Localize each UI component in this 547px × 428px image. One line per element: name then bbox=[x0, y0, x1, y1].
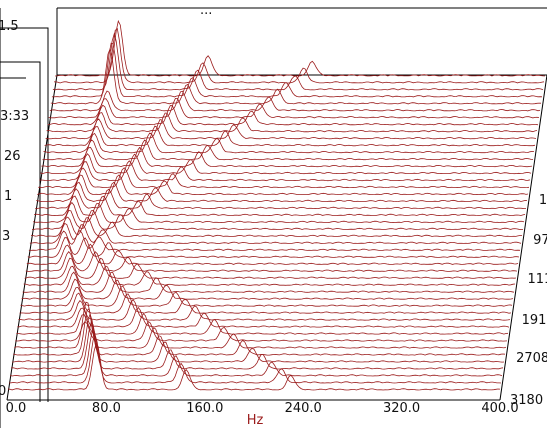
x-axis-ticks: 0.0 80.0 160.0 240.0 320.0 400.0 bbox=[6, 401, 519, 416]
trace-16 bbox=[38, 167, 530, 189]
trace-8 bbox=[46, 112, 538, 133]
trace-18 bbox=[36, 181, 528, 203]
trace-27 bbox=[26, 243, 519, 265]
trace-34 bbox=[19, 292, 512, 314]
trace-6 bbox=[48, 98, 540, 119]
left-fragment-label: 0 bbox=[0, 384, 6, 399]
trace-12 bbox=[42, 139, 534, 161]
left-fragment-label: 1 bbox=[4, 189, 12, 204]
trace-10 bbox=[44, 125, 536, 147]
left-fragment-label: 3 bbox=[2, 229, 10, 244]
trace-9 bbox=[45, 118, 537, 140]
trace-25 bbox=[28, 229, 521, 251]
background-panels bbox=[0, 27, 49, 402]
trace-24 bbox=[29, 222, 522, 244]
trace-15 bbox=[39, 160, 531, 182]
y-tick-label: 191 bbox=[522, 313, 547, 328]
trace-26 bbox=[27, 237, 520, 258]
y-tick-label: 111 bbox=[528, 272, 547, 287]
x-tick-label: 0.0 bbox=[6, 401, 27, 416]
x-tick-label: 80.0 bbox=[92, 401, 121, 416]
x-tick-label: 320.0 bbox=[383, 401, 420, 416]
trace-5 bbox=[49, 90, 541, 112]
trace-38 bbox=[15, 320, 508, 342]
x-axis-label: Hz bbox=[247, 413, 264, 428]
trace-35 bbox=[18, 299, 511, 321]
trace-11 bbox=[43, 132, 535, 154]
trace-31 bbox=[22, 271, 515, 293]
y-tick-label: 3180 bbox=[510, 393, 543, 408]
trace-37 bbox=[16, 313, 509, 335]
trace-32 bbox=[21, 278, 514, 300]
trace-14 bbox=[40, 153, 532, 175]
trace-1 bbox=[53, 27, 545, 84]
trace-2 bbox=[52, 32, 544, 91]
trace-23 bbox=[30, 216, 523, 237]
y-tick-label: 2708 bbox=[516, 351, 547, 366]
x-tick-label: 240.0 bbox=[285, 401, 322, 416]
trace-3 bbox=[51, 42, 543, 98]
trace-41 bbox=[12, 313, 505, 363]
y-axis-ticks: 3180 2708 191 111 97 1 bbox=[510, 193, 547, 408]
trace-44 bbox=[8, 333, 502, 384]
x-tick-label: 400.0 bbox=[481, 401, 518, 416]
trace-21 bbox=[32, 201, 525, 223]
trace-33 bbox=[20, 285, 513, 307]
trace-19 bbox=[35, 188, 526, 210]
trace-29 bbox=[24, 257, 517, 279]
y-tick-label: 1 bbox=[539, 193, 547, 208]
left-fragment-label: 26 bbox=[4, 149, 21, 164]
x-tick-label: 160.0 bbox=[186, 401, 223, 416]
title-fragment: ... bbox=[200, 3, 212, 18]
trace-43 bbox=[9, 329, 503, 377]
left-fragment-label: 1.5 bbox=[0, 19, 19, 34]
trace-28 bbox=[25, 251, 518, 272]
y-tick-label: 97 bbox=[533, 233, 547, 248]
left-fragment-label: 3:33 bbox=[0, 109, 29, 124]
trace-0 bbox=[54, 19, 546, 77]
trace-20 bbox=[34, 195, 526, 217]
trace-17 bbox=[37, 174, 529, 196]
trace-22 bbox=[31, 210, 523, 230]
trace-4 bbox=[50, 47, 542, 105]
trace-45 bbox=[7, 342, 501, 391]
trace-36 bbox=[17, 306, 510, 328]
trace-30 bbox=[23, 265, 516, 286]
trace-7 bbox=[47, 104, 539, 126]
waterfall-traces bbox=[7, 19, 546, 391]
trace-42 bbox=[11, 321, 504, 370]
trace-13 bbox=[41, 146, 533, 168]
